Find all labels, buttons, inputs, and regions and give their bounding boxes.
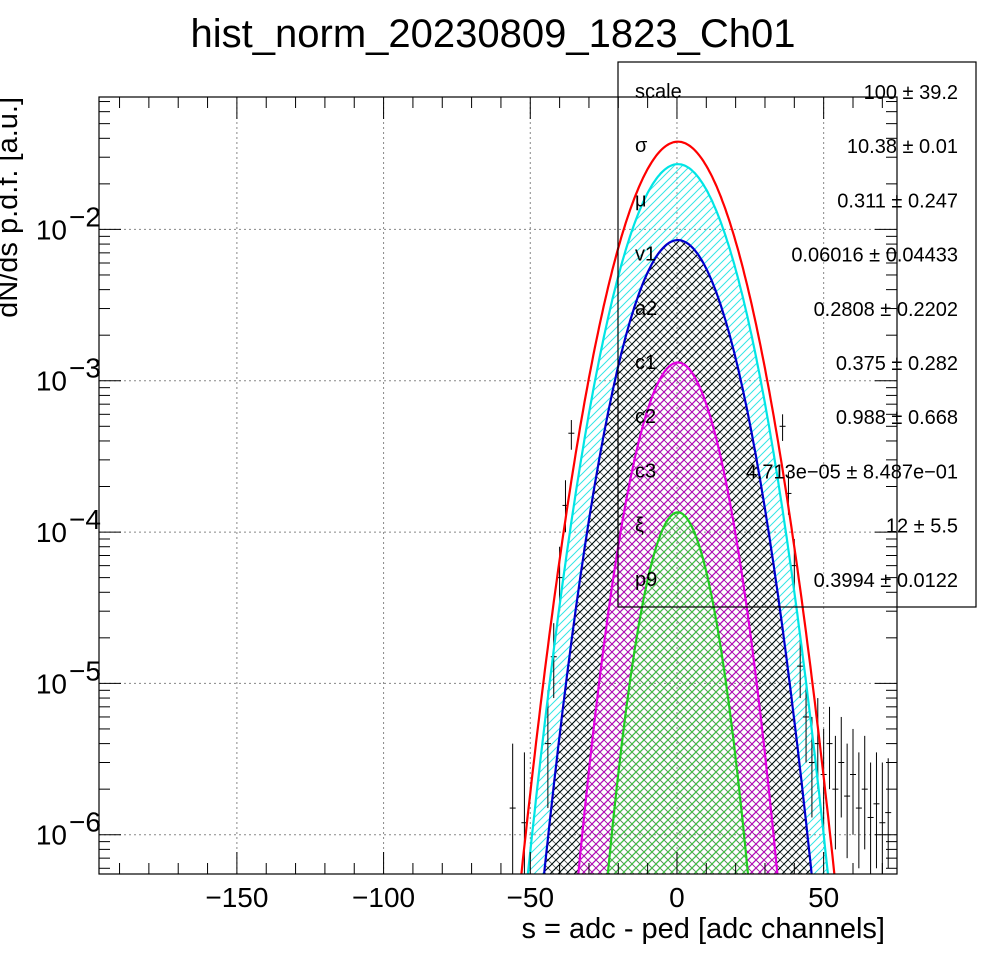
stat-name: c3 [635, 460, 656, 482]
stat-value: 0.3994 ± 0.0122 [814, 570, 958, 592]
fit-curve-2 [543, 239, 813, 874]
y-tick-exponent: −4 [69, 504, 101, 535]
plot-frame [98, 96, 898, 875]
x-tick-label: −50 [507, 882, 555, 913]
stats-box-frame [617, 61, 977, 608]
fit-curve-1 [526, 163, 830, 874]
stat-name: p9 [635, 569, 657, 591]
stat-name: v1 [635, 244, 656, 266]
y-tick-label: 10 [36, 668, 67, 699]
stat-name: μ [635, 189, 647, 211]
y-tick-exponent: −5 [69, 655, 101, 686]
fit-curve-0 [520, 140, 836, 874]
chart-title: hist_norm_20230809_1823_Ch01 [191, 12, 796, 56]
y-tick-exponent: −6 [69, 807, 101, 838]
y-tick-exponent: −3 [69, 353, 101, 384]
y-tick-label: 10 [36, 820, 67, 851]
stat-value: 12 ± 5.5 [886, 516, 958, 538]
stat-value: 0.2808 ± 0.2202 [814, 299, 958, 321]
fit-stats-box: scale 100 ± 39.2 σ 10.38 ± 0.01 μ 0.311 ± 0.2… [617, 61, 977, 608]
y-tick-label: 10 [36, 366, 67, 397]
stat-name: scale [635, 81, 682, 103]
x-axis-label: s = adc - ped [adc channels] [521, 913, 885, 945]
stat-value: 0.988 ± 0.668 [836, 407, 958, 429]
stat-value: 0.375 ± 0.282 [836, 353, 958, 375]
y-axis-label: dN/ds p.d.f. [a.u.] [0, 97, 24, 318]
stat-value: 0.311 ± 0.247 [837, 190, 958, 212]
x-tick-label: 0 [669, 882, 685, 913]
x-tick-label: −150 [205, 882, 268, 913]
y-tick-exponent: −2 [69, 201, 101, 232]
x-tick-label: −100 [352, 882, 415, 913]
y-tick-label: 10 [36, 214, 67, 245]
fit-curve-4 [606, 511, 750, 874]
stat-value: 0.06016 ± 0.04433 [791, 245, 958, 267]
stat-name: c2 [635, 406, 656, 428]
stat-value: 10.38 ± 0.01 [847, 136, 958, 158]
stat-name: ξ [635, 515, 644, 537]
stat-value: 4.713e−05 ± 8.487e−01 [746, 461, 958, 483]
x-tick-label: 50 [808, 882, 839, 913]
stat-name: a2 [635, 298, 657, 320]
y-tick-label: 10 [36, 517, 67, 548]
stat-name: σ [635, 135, 648, 157]
stat-value: 100 ± 39.2 [864, 82, 958, 104]
stat-name: c1 [635, 352, 656, 374]
